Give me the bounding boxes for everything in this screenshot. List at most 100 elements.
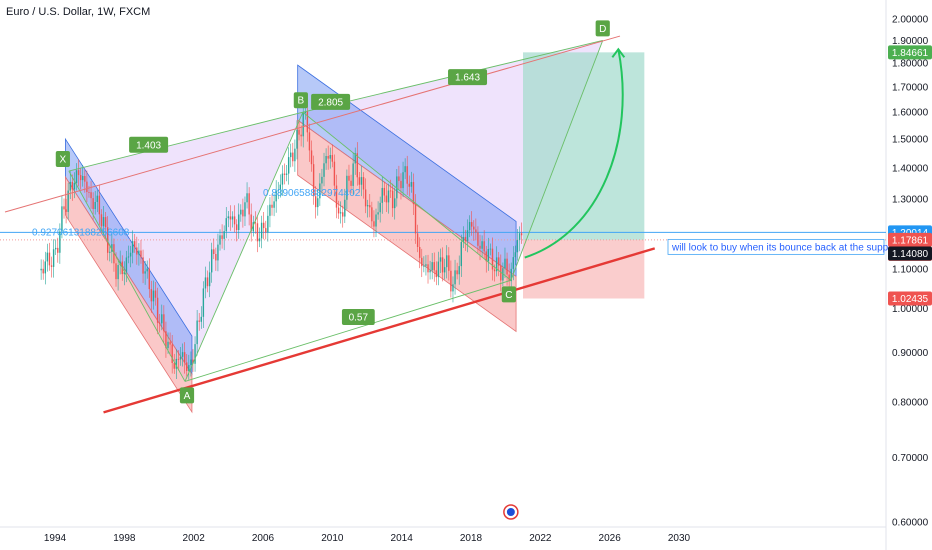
candle-body (310, 150, 313, 165)
candle-body (210, 249, 213, 273)
y-tick-label: 0.70000 (892, 453, 929, 464)
ratio-label-xab-box (129, 136, 169, 153)
candle-body (77, 170, 80, 176)
candle-body (412, 182, 415, 205)
candle-body (475, 229, 477, 233)
point-a-label: A (184, 391, 191, 402)
candle-body (96, 195, 98, 203)
point-b-label: B (298, 96, 305, 107)
candle-body (61, 206, 63, 232)
y-tick-label: 1.30000 (892, 194, 929, 205)
candle-body (100, 214, 103, 227)
candle-body (273, 201, 275, 208)
candle-body (140, 250, 142, 258)
candle-body (362, 177, 365, 190)
candle-body (433, 262, 435, 271)
x-tick-label: 1994 (44, 533, 67, 544)
candle-body (427, 264, 429, 273)
pattern-leg (510, 40, 604, 281)
chart-title: Euro / U.S. Dollar, 1W, FXCM (6, 6, 151, 18)
candle-body (208, 272, 211, 287)
x-tick-label: 1998 (113, 533, 136, 544)
candle-body (371, 207, 373, 222)
channel-2-lower (297, 119, 517, 333)
candle-body (50, 265, 53, 267)
y-tick-label: 1.90000 (892, 36, 929, 47)
candle-body (219, 235, 221, 245)
candle-body (323, 163, 325, 177)
candle-body (468, 222, 471, 231)
candle-body (233, 216, 236, 225)
ratio-label-bc-box (311, 93, 351, 110)
candle-body (485, 251, 487, 262)
price-tag-stop: 1.02435 (892, 294, 929, 305)
candle-body (381, 187, 383, 203)
candle-body (200, 316, 202, 322)
y-tick-label: 1.70000 (892, 82, 929, 93)
channel-1-lower (65, 175, 193, 414)
candle-body (123, 272, 126, 275)
candle-body (344, 199, 346, 217)
candle-body (225, 218, 227, 232)
candle-body (86, 181, 88, 193)
pattern-leg (68, 170, 186, 382)
candle-body (296, 129, 298, 149)
candle-body (437, 261, 440, 278)
candle-body (435, 270, 438, 278)
candle-body (346, 175, 348, 200)
candle-body (408, 183, 410, 187)
candle-body (109, 251, 111, 253)
event-marker-flag-icon (506, 508, 515, 516)
pattern-triangle-xab (68, 112, 303, 382)
candle-body (512, 257, 514, 269)
candle-body (506, 258, 508, 275)
candle-body (136, 247, 138, 255)
candle-body (156, 297, 159, 323)
candle-body (423, 265, 425, 267)
support-trend-line (103, 247, 656, 414)
candle-body (82, 176, 84, 181)
x-tick-label: 2026 (599, 533, 622, 544)
pattern-leg (302, 111, 512, 281)
candle-body (443, 267, 446, 273)
candle-body (377, 212, 379, 215)
candle-body (331, 155, 334, 162)
candle-body (217, 244, 219, 261)
pattern-leg (184, 279, 512, 382)
candle-body (290, 152, 292, 158)
candle-body (165, 331, 167, 349)
candle-body (59, 231, 61, 253)
candle-body (375, 214, 377, 227)
candle-body (418, 247, 421, 258)
candle-body (150, 289, 153, 302)
candle-body (456, 270, 458, 275)
candle-body (113, 244, 115, 264)
y-tick-label: 0.80000 (892, 397, 929, 408)
candle-body (464, 236, 467, 242)
projection-arrow-icon (611, 47, 626, 58)
candle-body (400, 180, 402, 189)
candle-body (391, 190, 394, 209)
candle-body (98, 195, 101, 215)
ratio-label-xab: 1.403 (136, 140, 161, 151)
candle-body (221, 235, 223, 239)
candle-body (360, 177, 363, 185)
candle-body (256, 223, 259, 242)
candle-body (271, 204, 273, 208)
candle-body (520, 233, 523, 236)
y-tick-label: 1.10000 (892, 264, 929, 275)
candle-body (483, 241, 485, 252)
candle-body (508, 274, 510, 282)
candle-body (154, 290, 157, 298)
y-tick-label: 1.00000 (892, 304, 929, 315)
candle-body (206, 277, 209, 287)
candle-body (254, 222, 257, 224)
candle-body (75, 170, 78, 184)
candle-body (186, 362, 188, 371)
price-tag-current-box (888, 232, 932, 247)
candle-body (477, 232, 479, 246)
target-zone (523, 52, 645, 240)
candle-body (52, 249, 55, 267)
candle-body (163, 314, 165, 332)
